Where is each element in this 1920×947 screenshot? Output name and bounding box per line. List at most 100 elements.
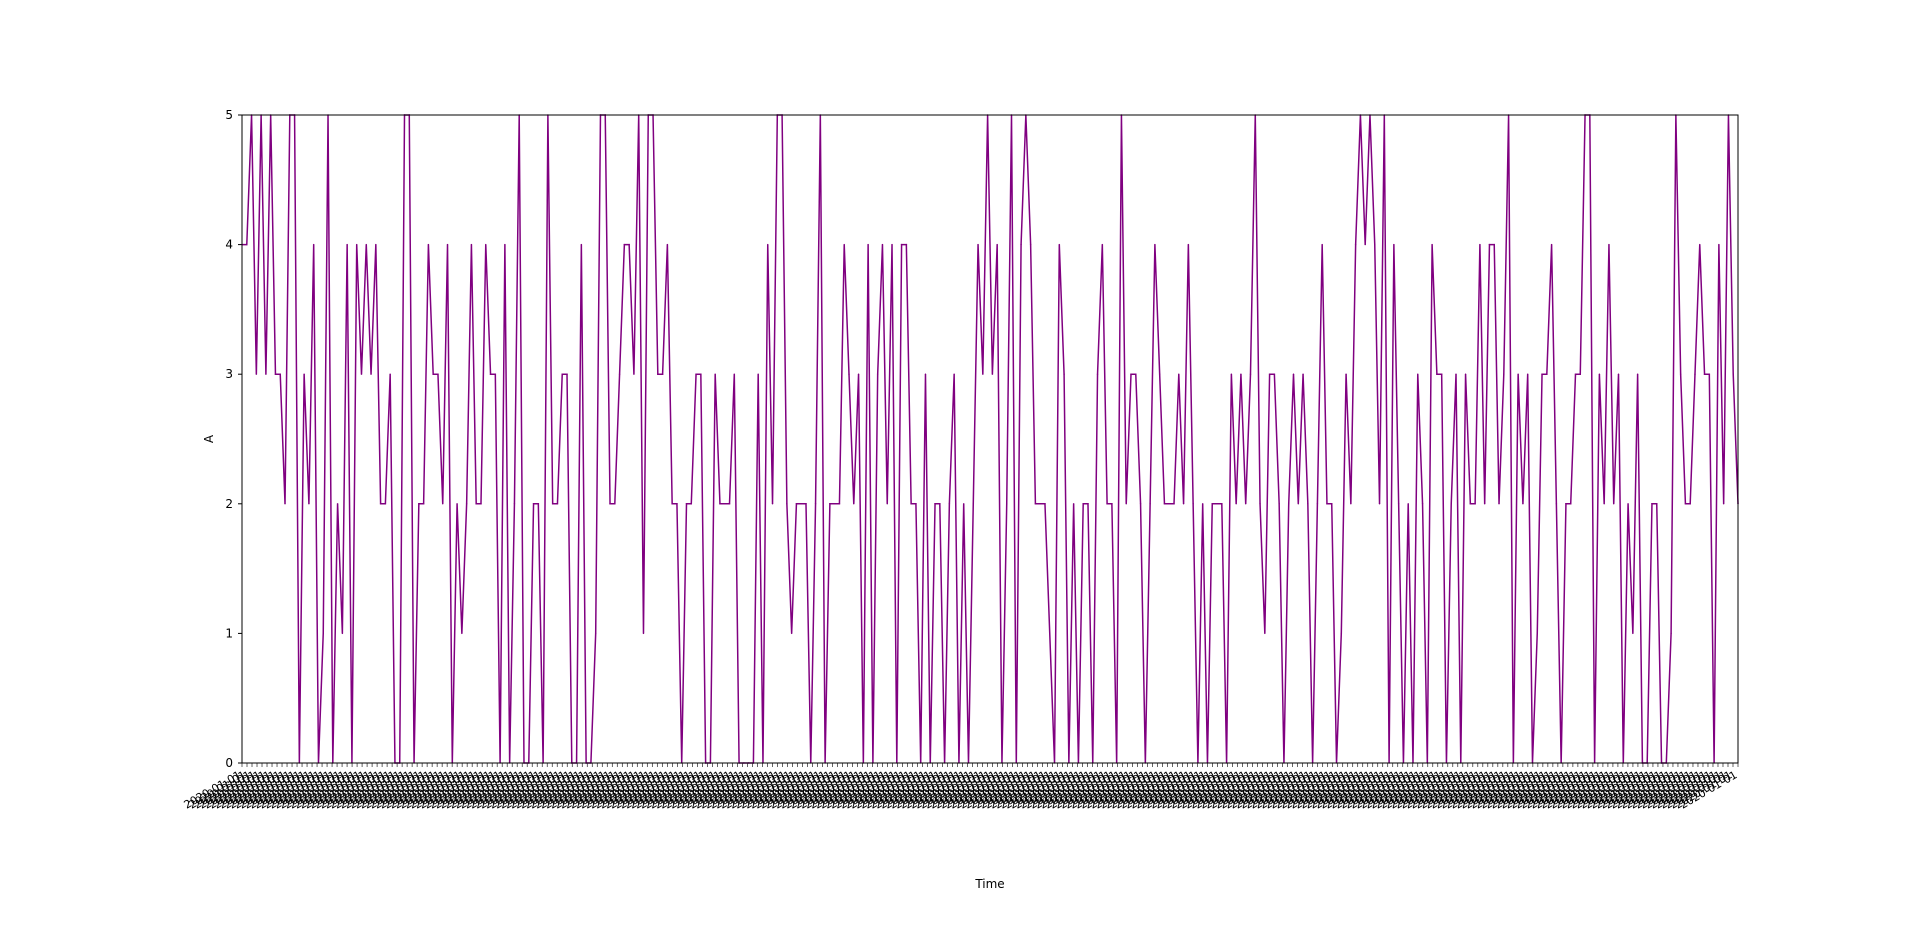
data-point bbox=[867, 243, 869, 246]
data-point bbox=[1627, 503, 1629, 505]
data-point bbox=[384, 503, 387, 505]
data-point bbox=[728, 503, 731, 505]
data-point bbox=[246, 243, 248, 246]
data-point bbox=[303, 373, 305, 375]
data-point bbox=[1617, 373, 1620, 375]
data-point bbox=[375, 243, 377, 246]
data-point bbox=[1345, 373, 1347, 375]
data-point bbox=[724, 503, 726, 505]
data-point bbox=[1096, 373, 1099, 375]
data-point bbox=[442, 503, 444, 505]
data-point bbox=[757, 373, 759, 375]
data-point bbox=[790, 632, 793, 635]
data-point bbox=[1201, 503, 1204, 505]
data-point bbox=[1574, 373, 1577, 375]
data-point bbox=[700, 373, 702, 375]
data-point bbox=[1063, 373, 1065, 375]
data-point bbox=[657, 373, 659, 375]
data-point bbox=[1111, 503, 1113, 505]
data-point bbox=[346, 243, 348, 246]
data-point bbox=[1722, 503, 1725, 505]
data-point bbox=[1221, 503, 1223, 505]
data-point bbox=[1550, 243, 1553, 246]
data-point bbox=[537, 503, 540, 505]
data-point bbox=[1235, 503, 1237, 505]
data-point bbox=[1670, 632, 1672, 635]
data-point bbox=[833, 503, 836, 505]
series-line bbox=[242, 114, 1739, 764]
data-point bbox=[322, 632, 324, 635]
data-point bbox=[356, 243, 358, 246]
data-point bbox=[1029, 243, 1032, 246]
y-tick-label: 4 bbox=[225, 238, 233, 252]
data-point bbox=[614, 503, 616, 505]
y-tick-label: 1 bbox=[225, 626, 233, 640]
data-point bbox=[1182, 503, 1185, 505]
data-point bbox=[1440, 373, 1443, 375]
data-point bbox=[948, 503, 951, 505]
data-point bbox=[1632, 632, 1634, 635]
data-point bbox=[642, 632, 645, 635]
data-point bbox=[1125, 503, 1127, 505]
data-point bbox=[1469, 503, 1472, 505]
data-point bbox=[446, 243, 449, 246]
data-point bbox=[1603, 503, 1605, 505]
data-point bbox=[1522, 503, 1524, 505]
data-point bbox=[618, 373, 621, 375]
data-point bbox=[1503, 373, 1505, 375]
data-point bbox=[1488, 243, 1491, 246]
data-point bbox=[1378, 503, 1381, 505]
data-point bbox=[1732, 373, 1734, 375]
data-point bbox=[1034, 503, 1037, 505]
data-point bbox=[1517, 373, 1519, 375]
data-point bbox=[594, 632, 597, 635]
data-point bbox=[963, 503, 965, 505]
data-point bbox=[480, 503, 482, 505]
data-point bbox=[934, 503, 936, 505]
data-point bbox=[1393, 243, 1395, 246]
data-point bbox=[1020, 243, 1022, 246]
data-point bbox=[1072, 503, 1075, 505]
data-point bbox=[1450, 503, 1452, 505]
data-point bbox=[972, 503, 974, 505]
data-point bbox=[1364, 243, 1366, 246]
data-point bbox=[504, 243, 506, 246]
data-point bbox=[1163, 503, 1166, 505]
data-point bbox=[1101, 243, 1104, 246]
data-point bbox=[1331, 503, 1333, 505]
data-point bbox=[633, 373, 635, 375]
data-point bbox=[924, 373, 927, 375]
data-point bbox=[1498, 503, 1500, 505]
y-axis-title: A bbox=[202, 434, 216, 443]
data-point bbox=[1350, 503, 1352, 505]
data-point bbox=[1541, 373, 1543, 375]
data-point bbox=[915, 503, 917, 505]
data-point bbox=[1493, 243, 1495, 246]
data-point bbox=[767, 243, 769, 246]
data-point bbox=[465, 503, 468, 505]
data-point bbox=[881, 243, 884, 246]
data-point bbox=[886, 503, 888, 505]
data-point bbox=[843, 243, 845, 246]
data-point bbox=[312, 243, 315, 246]
data-point bbox=[853, 503, 855, 505]
data-point bbox=[857, 373, 860, 375]
data-point bbox=[1579, 373, 1581, 375]
data-point bbox=[1006, 503, 1008, 505]
data-point bbox=[1565, 503, 1567, 505]
data-point bbox=[795, 503, 798, 505]
data-point bbox=[1307, 503, 1309, 505]
y-tick-label: 3 bbox=[225, 367, 233, 381]
data-point bbox=[910, 503, 912, 505]
data-point bbox=[1684, 503, 1687, 505]
data-point bbox=[432, 373, 434, 375]
data-point bbox=[341, 632, 344, 635]
data-point bbox=[1259, 503, 1261, 505]
data-point bbox=[1049, 632, 1051, 635]
data-point bbox=[365, 243, 367, 246]
data-point bbox=[1139, 503, 1142, 505]
data-point bbox=[690, 503, 692, 505]
data-point bbox=[1555, 503, 1558, 505]
data-point bbox=[551, 503, 554, 505]
